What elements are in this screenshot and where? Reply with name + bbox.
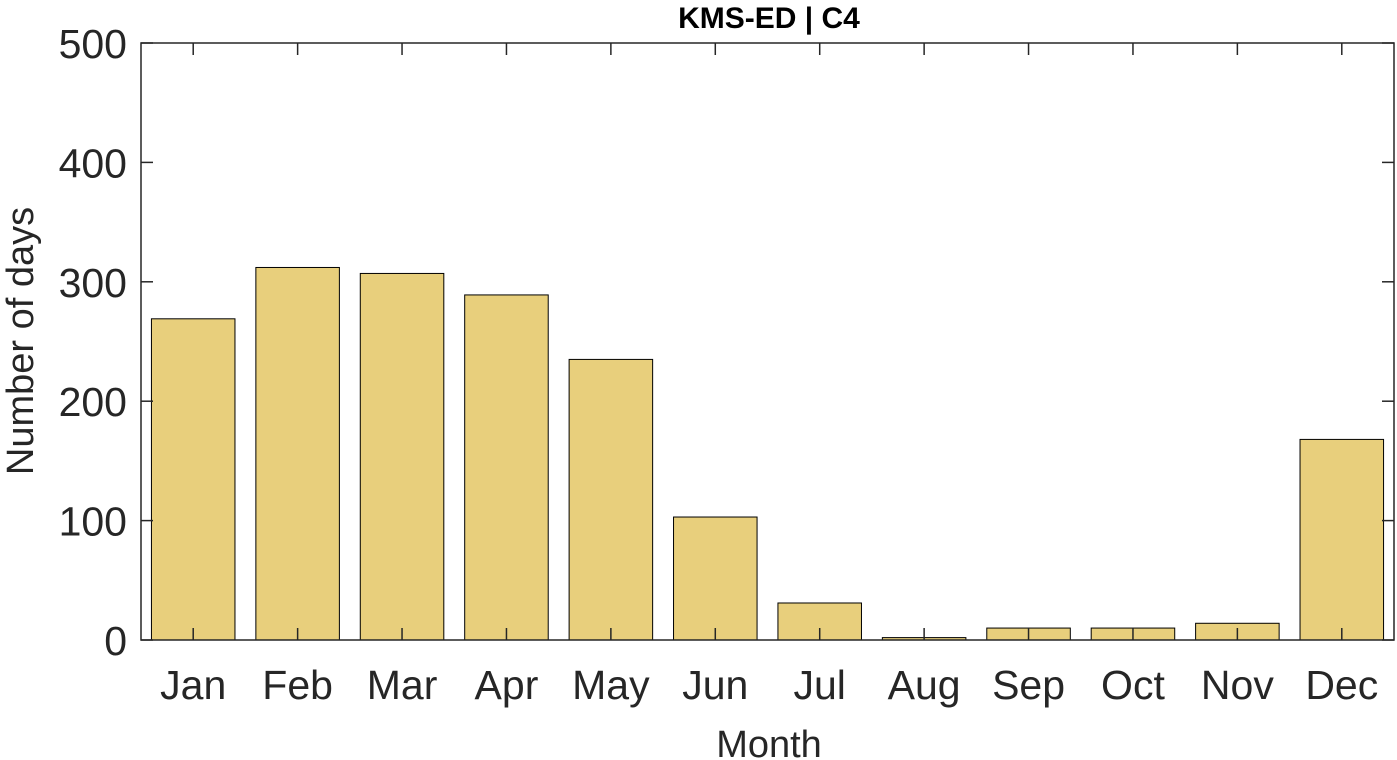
x-tick-label-jan: Jan <box>160 662 226 708</box>
y-tick-label-100: 100 <box>59 499 127 545</box>
plot-frame <box>140 42 1395 641</box>
y-tick-label-200: 200 <box>59 379 127 425</box>
bars-group <box>150 266 1385 641</box>
y-tick-label-0: 0 <box>104 618 127 664</box>
x-tick-label-feb: Feb <box>262 662 333 708</box>
x-axis: Jan Feb Mar Apr May Jun Jul Aug Sep Oct Nov Dec <box>160 43 1378 708</box>
x-tick-label-dec: Dec <box>1305 662 1378 708</box>
x-tick-label-may: May <box>572 662 650 708</box>
bar-feb <box>255 266 340 641</box>
y-tick-label-500: 500 <box>59 21 127 67</box>
bar-mar <box>359 272 445 641</box>
x-tick-label-mar: Mar <box>367 662 438 708</box>
x-tick-label-jun: Jun <box>682 662 748 708</box>
y-tick-label-400: 400 <box>59 140 127 186</box>
x-tick-label-jul: Jul <box>793 662 845 708</box>
x-tick-label-oct: Oct <box>1101 662 1165 708</box>
y-tick-label-300: 300 <box>59 260 127 306</box>
y-axis: 0 100 200 300 400 500 <box>59 21 1394 664</box>
chart-title: KMS-ED | C4 <box>678 2 860 35</box>
bar-jun <box>673 516 758 641</box>
x-tick-label-sep: Sep <box>992 662 1065 708</box>
x-tick-label-apr: Apr <box>475 662 539 708</box>
x-axis-label: Month <box>716 724 822 760</box>
x-tick-label-aug: Aug <box>888 662 961 708</box>
x-tick-label-nov: Nov <box>1201 662 1274 708</box>
bar-may <box>568 358 654 641</box>
bar-apr <box>464 294 549 641</box>
y-axis-label: Number of days <box>0 207 42 475</box>
bar-dec <box>1299 438 1385 641</box>
bar-jan <box>150 318 236 641</box>
